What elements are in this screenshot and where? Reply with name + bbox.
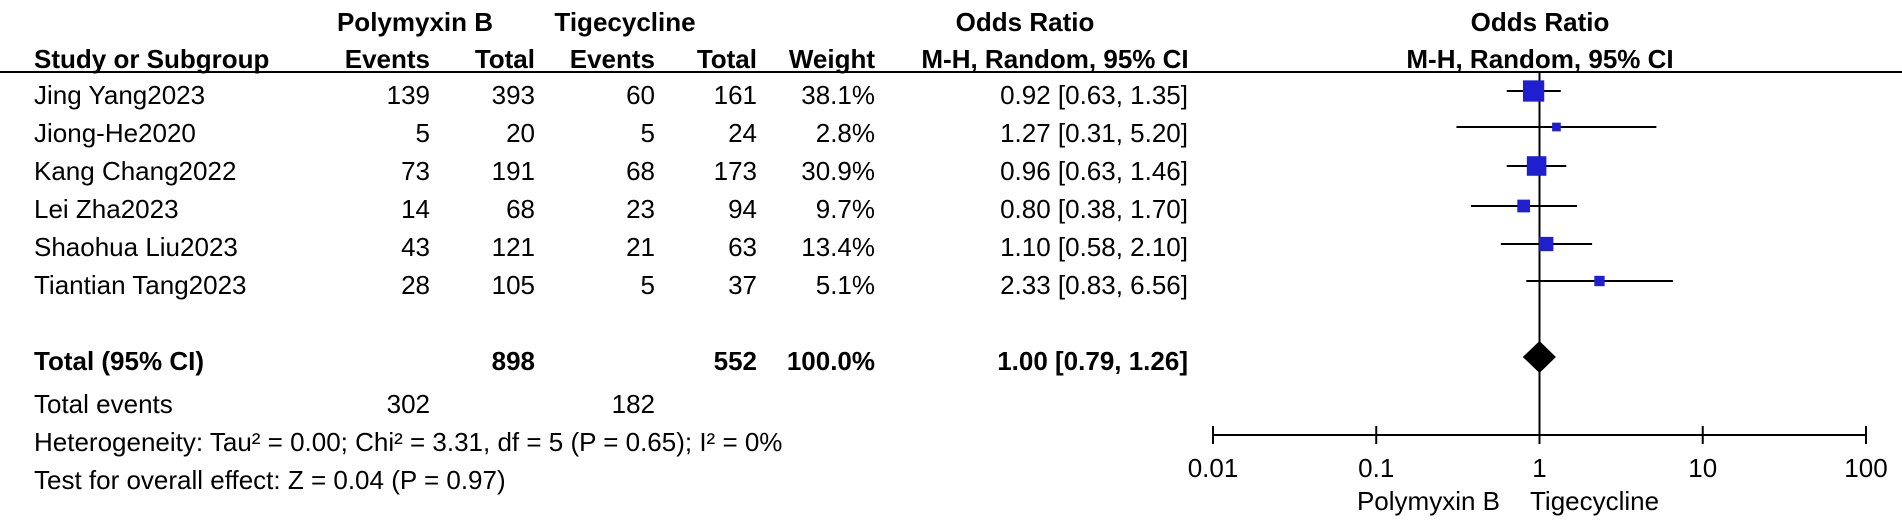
study-events2: 23 — [626, 194, 655, 224]
axis-left-label: Polymyxin B — [1356, 486, 1500, 516]
study-events1: 43 — [401, 232, 430, 262]
study-ci: 1.10 [0.58, 2.10] — [1000, 232, 1188, 262]
total-events-label: Total events — [34, 389, 173, 419]
header-rule — [0, 71, 1902, 73]
study-total1: 121 — [491, 232, 535, 262]
study-events1: 5 — [415, 118, 430, 148]
total-events1: 302 — [386, 389, 430, 419]
study-total1: 393 — [491, 80, 535, 110]
col-events2-header: Events — [569, 44, 655, 74]
study-total2: 24 — [728, 118, 757, 148]
tick-label: 10 — [1688, 453, 1717, 483]
plot-column-title: Odds Ratio — [1470, 7, 1610, 37]
total-total1: 898 — [491, 346, 535, 376]
study-weight: 9.7% — [815, 194, 875, 224]
study-name: Jing Yang2023 — [34, 80, 206, 110]
study-name: Kang Chang2022 — [34, 156, 237, 186]
group1-header: Polymyxin B — [336, 7, 494, 37]
study-weight: 2.8% — [815, 118, 875, 148]
study-total1: 68 — [506, 194, 535, 224]
tick-label: 0.01 — [1188, 453, 1239, 483]
study-name: Tiantian Tang2023 — [34, 270, 247, 300]
study-marker — [1539, 236, 1554, 252]
total-events2: 182 — [611, 389, 655, 419]
overall-effect-text: Test for overall effect: Z = 0.04 (P = 0… — [34, 465, 506, 495]
study-total1: 105 — [491, 270, 535, 300]
study-events1: 28 — [401, 270, 430, 300]
study-events1: 14 — [401, 194, 430, 224]
axis-right-label: Tigecycline — [1530, 486, 1660, 516]
study-weight: 30.9% — [801, 156, 875, 186]
study-weight: 13.4% — [801, 232, 875, 262]
study-weight: 5.1% — [815, 270, 875, 300]
study-events2: 60 — [626, 80, 655, 110]
col-total2-header: Total — [696, 44, 757, 74]
total-label: Total (95% CI) — [34, 346, 204, 376]
study-ci: 0.80 [0.38, 1.70] — [1000, 194, 1188, 224]
study-total2: 94 — [728, 194, 757, 224]
col-total1-header: Total — [474, 44, 535, 74]
study-total2: 37 — [728, 270, 757, 300]
study-total1: 20 — [506, 118, 535, 148]
study-events2: 68 — [626, 156, 655, 186]
or-column-title: Odds Ratio — [955, 7, 1095, 37]
pooled-diamond — [1522, 341, 1556, 373]
study-weight: 38.1% — [801, 80, 875, 110]
study-name: Lei Zha2023 — [34, 194, 179, 224]
tick-label: 100 — [1844, 453, 1887, 483]
study-marker — [1594, 275, 1605, 287]
plot-ci-header: M-H, Random, 95% CI — [1406, 44, 1674, 74]
total-weight: 100.0% — [786, 346, 875, 376]
study-marker — [1517, 199, 1531, 213]
tick-label: 1 — [1532, 453, 1546, 483]
col-weight-header: Weight — [788, 44, 875, 74]
study-total2: 161 — [713, 80, 757, 110]
study-name: Jiong-He2020 — [34, 118, 196, 148]
group2-header: Tigecycline — [554, 7, 696, 37]
study-name: Shaohua Liu2023 — [34, 232, 238, 262]
study-ci: 2.33 [0.83, 6.56] — [1000, 270, 1188, 300]
study-events2: 21 — [626, 232, 655, 262]
total-ci: 1.00 [0.79, 1.26] — [997, 346, 1188, 376]
study-marker — [1552, 122, 1561, 132]
study-events2: 5 — [640, 118, 655, 148]
total-total2: 552 — [713, 346, 757, 376]
heterogeneity-text: Heterogeneity: Tau² = 0.00; Chi² = 3.31,… — [34, 427, 783, 457]
study-total2: 173 — [713, 156, 757, 186]
col-ci-header: M-H, Random, 95% CI — [921, 44, 1189, 74]
col-events1-header: Events — [344, 44, 430, 74]
study-ci: 0.96 [0.63, 1.46] — [1000, 156, 1188, 186]
study-events1: 73 — [401, 156, 430, 186]
study-total2: 63 — [728, 232, 757, 262]
study-total1: 191 — [491, 156, 535, 186]
study-ci: 0.92 [0.63, 1.35] — [1000, 80, 1188, 110]
study-marker — [1526, 156, 1547, 176]
study-ci: 1.27 [0.31, 5.20] — [1000, 118, 1188, 148]
col-study-header: Study or Subgroup — [34, 44, 270, 74]
study-marker — [1522, 80, 1545, 102]
tick-label: 0.1 — [1358, 453, 1394, 483]
study-events2: 5 — [640, 270, 655, 300]
study-events1: 139 — [386, 80, 430, 110]
